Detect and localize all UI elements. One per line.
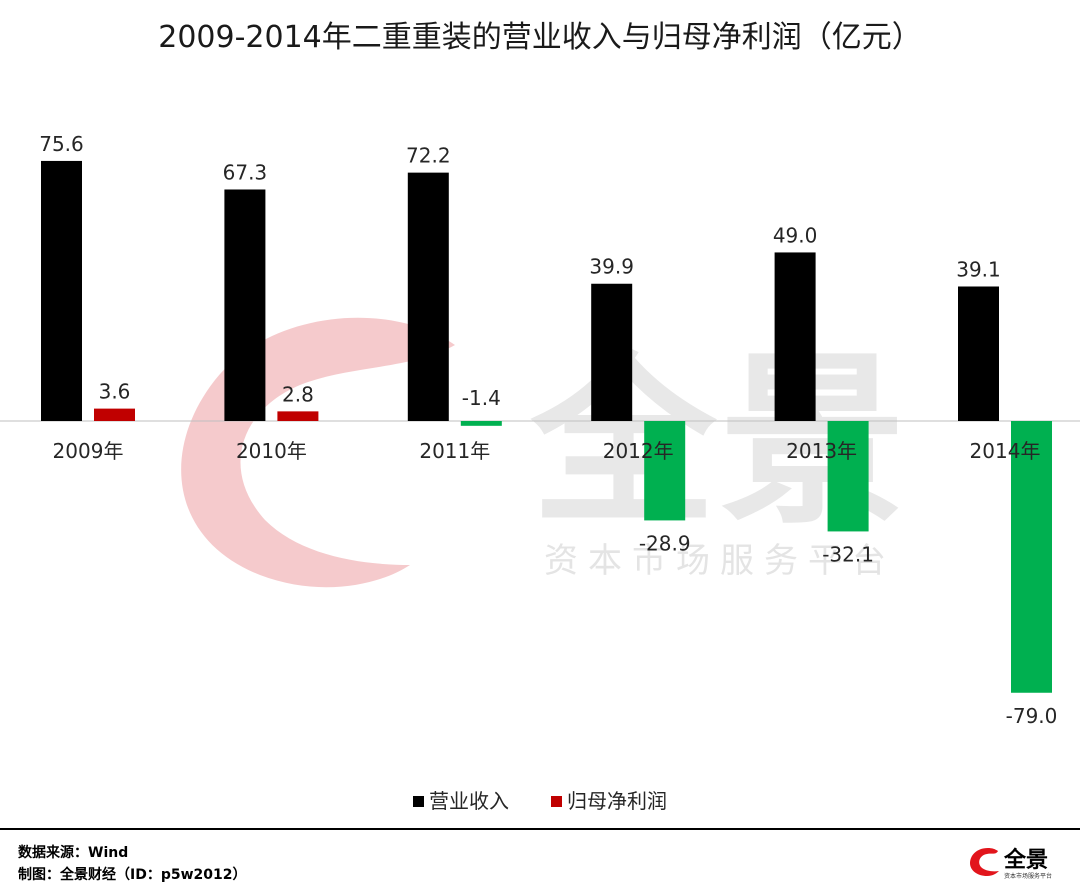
bar-net-profit-2013年: [827, 421, 869, 532]
bar-revenue-2010年: [224, 189, 266, 421]
category-label-2012年: 2012年: [603, 439, 674, 463]
bar-net-profit-2010年: [277, 411, 319, 421]
bar-net-profit-2014年: [1011, 421, 1052, 693]
labels-layer: 75.6 67.3 72.2 39.9 49.0 39.1 3.6 2.8 -1.4 -28.9 -…: [39, 132, 1057, 728]
legend-swatch-revenue: [413, 796, 424, 807]
data-label-net-profit-2013年: -32.1: [822, 542, 874, 566]
chart-title: 2009-2014年二重重装的营业收入与归母净利润（亿元）: [158, 20, 922, 55]
legend-label-revenue: 营业收入: [429, 789, 509, 813]
legend-label-net-profit: 归母净利润: [567, 789, 667, 813]
category-label-2010年: 2010年: [236, 439, 307, 463]
data-label-net-profit-2009年: 3.6: [99, 380, 131, 404]
data-label-revenue-2009年: 75.6: [39, 132, 84, 156]
data-label-net-profit-2011年: -1.4: [462, 386, 501, 410]
bar-revenue-2012年: [591, 283, 633, 421]
footer-divider: [0, 828, 1080, 830]
data-label-revenue-2010年: 67.3: [223, 160, 268, 184]
legend: 营业收入 归母净利润: [413, 789, 667, 813]
bar-net-profit-2009年: [94, 408, 135, 421]
bar-net-profit-2011年: [460, 421, 502, 426]
bar-revenue-2011年: [407, 172, 449, 421]
bar-net-profit-2012年: [644, 421, 686, 521]
category-label-2009年: 2009年: [53, 439, 124, 463]
footer-source: 数据来源：Wind: [18, 845, 129, 861]
data-label-revenue-2011年: 72.2: [406, 144, 451, 168]
data-label-net-profit-2010年: 2.8: [282, 382, 314, 406]
bar-revenue-2009年: [41, 160, 82, 421]
data-label-net-profit-2012年: -28.9: [639, 531, 691, 555]
category-label-2013年: 2013年: [786, 439, 857, 463]
legend-swatch-net-profit: [551, 796, 562, 807]
footer-maker: 制图：全景财经（ID：p5w2012）: [18, 867, 247, 883]
bars-layer: [41, 160, 1052, 693]
brand-logo-tagline: 资本市场服务平台: [1004, 872, 1052, 880]
brand-logo-text: 全景: [1003, 847, 1048, 873]
data-label-net-profit-2014年: -79.0: [1006, 704, 1058, 728]
bar-revenue-2013年: [774, 252, 816, 421]
watermark-tagline: 资本市场服务平台: [544, 541, 896, 581]
chart-canvas: 全景 资本市场服务平台 75.667.372.239.949.039.13.6 2…: [0, 132, 1080, 813]
data-label-revenue-2013年: 49.0: [773, 223, 818, 247]
bar-revenue-2014年: [958, 286, 999, 421]
data-label-revenue-2012年: 39.9: [589, 255, 634, 279]
category-label-2014年: 2014年: [970, 439, 1041, 463]
category-label-2011年: 2011年: [419, 439, 490, 463]
brand-logo-icon: [970, 848, 999, 876]
brand-logo: 全景 资本市场服务平台: [970, 847, 1052, 880]
data-label-revenue-2014年: 39.1: [956, 257, 1001, 281]
